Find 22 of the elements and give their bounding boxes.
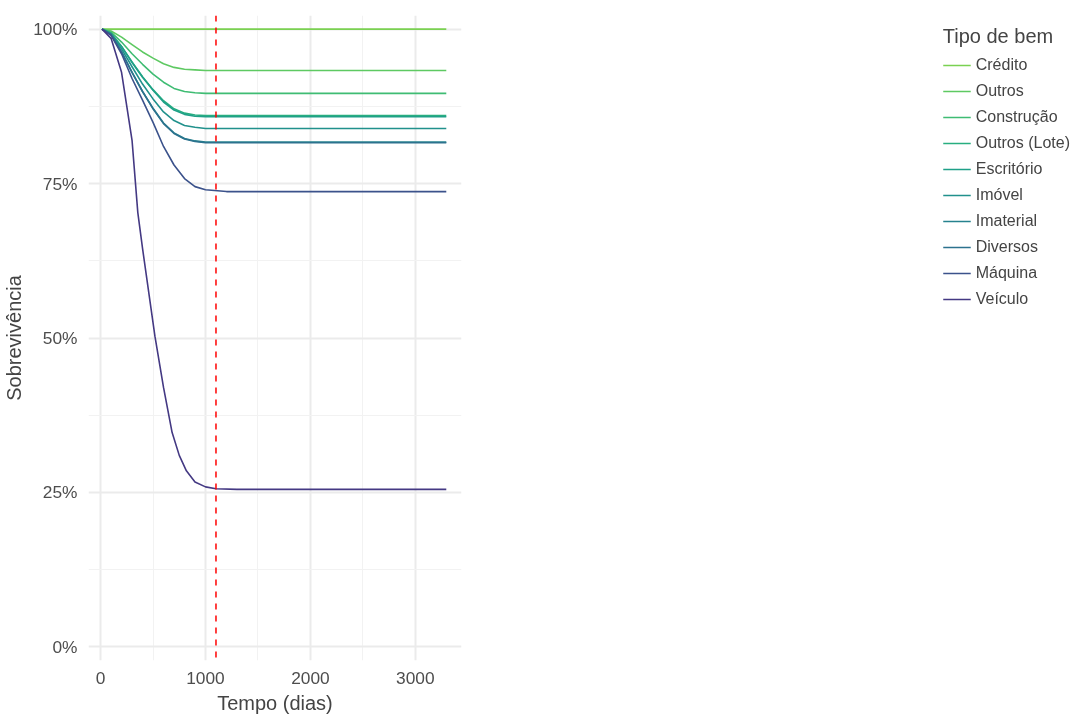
legend-title: Tipo de bem xyxy=(942,25,1055,48)
legend-label: Veículo xyxy=(975,289,1029,309)
y-axis-title: Sobrevivência xyxy=(3,274,26,401)
x-axis-title: Tempo (dias) xyxy=(217,691,333,714)
legend-label: Imóvel xyxy=(975,185,1023,205)
legend-label: Construção xyxy=(975,107,1058,127)
x-tick-label: 2000 xyxy=(291,667,330,688)
y-tick-label: 0% xyxy=(52,636,78,657)
x-tick-label: 1000 xyxy=(186,667,225,688)
y-tick-label: 75% xyxy=(42,173,78,194)
legend-label: Diversos xyxy=(975,237,1038,257)
legend-label: Imaterial xyxy=(975,211,1038,231)
x-tick-label: 0 xyxy=(95,667,106,688)
legend-label: Outros (Lote) xyxy=(975,133,1070,153)
y-tick-label: 25% xyxy=(42,482,78,503)
y-tick-label: 50% xyxy=(42,328,78,348)
legend-label: Máquina xyxy=(975,263,1038,283)
legend-label: Escritório xyxy=(975,159,1043,179)
y-tick-label: 100% xyxy=(33,19,78,40)
legend-label: Crédito xyxy=(975,55,1028,75)
x-tick-label: 3000 xyxy=(396,667,435,688)
legend-label: Outros xyxy=(975,81,1024,101)
